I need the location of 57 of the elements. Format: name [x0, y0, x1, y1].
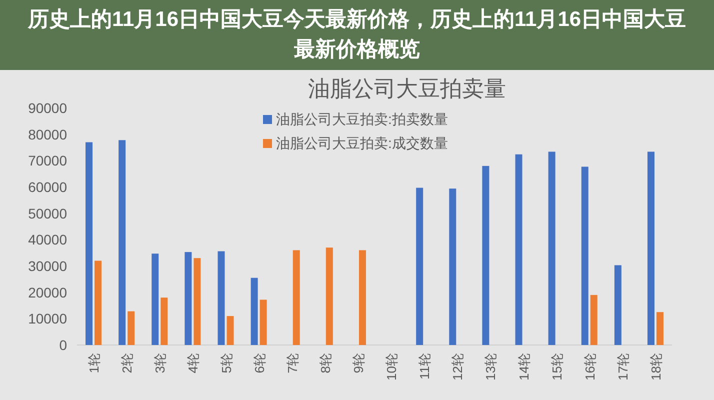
x-tick-label: 16轮	[582, 353, 598, 380]
y-tick-label: 50000	[28, 205, 68, 222]
bar	[94, 260, 102, 345]
y-tick-label: 40000	[28, 232, 68, 248]
bar	[515, 154, 522, 345]
bar	[449, 188, 456, 345]
bar	[614, 265, 622, 345]
x-tick-label: 14轮	[516, 353, 532, 380]
bar	[128, 311, 135, 345]
x-tick-label: 4轮	[186, 353, 201, 374]
y-tick-label: 60000	[28, 179, 68, 195]
bar	[184, 252, 192, 345]
y-tick-label: 20000	[28, 284, 68, 300]
x-tick-label: 2轮	[120, 353, 135, 374]
bar	[118, 140, 126, 345]
bar	[160, 298, 168, 345]
y-tick-label: 30000	[28, 258, 68, 274]
y-tick-label: 10000	[28, 310, 68, 327]
bar	[250, 278, 258, 345]
y-tick-label: 0	[59, 337, 68, 353]
y-tick-label: 70000	[28, 152, 68, 169]
chart-title: 油脂公司大豆拍卖量	[308, 76, 506, 101]
bar	[482, 166, 490, 345]
bar	[416, 188, 424, 345]
bar	[218, 251, 225, 345]
x-tick-label: 3轮	[152, 353, 168, 374]
x-tick-label: 8轮	[318, 353, 333, 374]
x-tick-label: 5轮	[218, 353, 234, 374]
bar	[548, 152, 556, 345]
x-tick-label: 6轮	[252, 353, 267, 374]
bar	[152, 254, 159, 345]
bar	[194, 258, 201, 345]
bar	[647, 152, 654, 345]
x-tick-label: 12轮	[450, 353, 466, 380]
y-tick-label: 90000	[28, 100, 68, 116]
bar	[656, 312, 664, 345]
bar	[260, 300, 267, 345]
bar	[590, 294, 598, 345]
x-tick-label: 18轮	[648, 353, 664, 380]
bar	[581, 166, 588, 345]
text: 历史上的11月16日中国大豆今天最新价格，历史上的11月16日中国大豆最新价格概览	[26, 6, 688, 63]
x-tick-label: 17轮	[615, 353, 630, 380]
bar	[292, 250, 300, 345]
x-tick-label: 7轮	[284, 353, 300, 374]
legend-label: 油脂公司大豆拍卖:成交数量	[276, 135, 448, 151]
bar	[86, 142, 93, 345]
bar	[226, 316, 234, 345]
bar	[326, 248, 333, 345]
legend-label: 油脂公司大豆拍卖:拍卖数量	[276, 111, 448, 127]
x-tick-label: 9轮	[350, 353, 366, 374]
x-tick-label: 11轮	[417, 353, 432, 380]
x-tick-label: 15轮	[549, 353, 564, 380]
x-tick-label: 1轮	[86, 353, 102, 374]
bar	[358, 250, 366, 345]
x-tick-label: 10轮	[384, 353, 400, 380]
x-tick-label: 13轮	[483, 353, 498, 380]
y-tick-label: 80000	[28, 126, 68, 142]
